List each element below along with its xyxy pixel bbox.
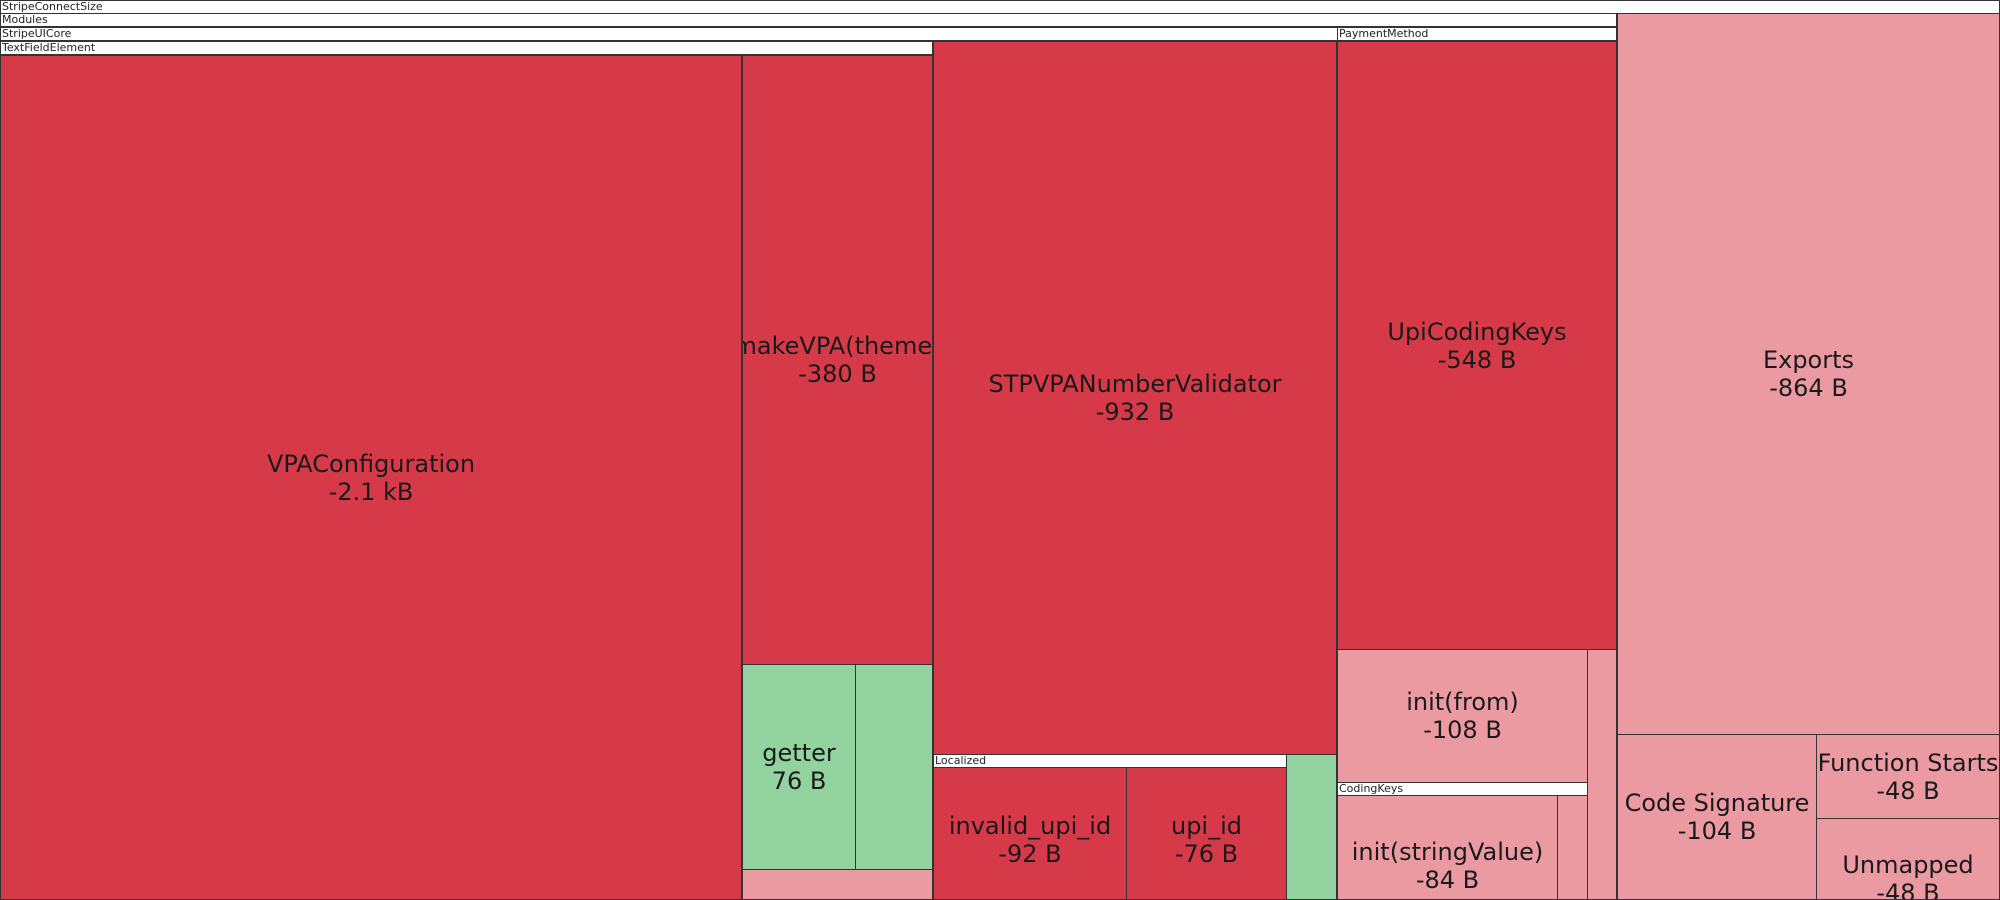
group-header-paymentmethod[interactable]: PaymentMethod <box>1337 27 1617 41</box>
cell-label: Exports <box>1762 346 1855 374</box>
cell-label: VPAConfiguration <box>266 449 476 478</box>
treemap-cell-makevpa-theme[interactable]: makeVPA(theme) -380 B <box>742 55 933 665</box>
cell-value: -84 B <box>1415 865 1480 894</box>
treemap-cell-unlabeled-8[interactable] <box>1286 754 1337 900</box>
cell-value: -48 B <box>1876 776 1940 805</box>
cell-label: Unmapped <box>1842 851 1974 879</box>
cell-label: Code Signature <box>1624 789 1810 817</box>
treemap-cell-upi-id[interactable]: upi_id -76 B <box>1126 767 1287 900</box>
cell-label: UpiCodingKeys <box>1387 317 1567 346</box>
treemap-cell-function-starts[interactable]: Function Starts -48 B <box>1816 734 2000 819</box>
group-header-stripeconnectsize[interactable]: StripeConnectSize <box>0 0 2000 14</box>
treemap-cell-getter[interactable]: getter 76 B <box>742 664 856 870</box>
cell-value: -548 B <box>1437 345 1517 374</box>
cell-label: makeVPA(theme) <box>742 332 933 360</box>
cell-value: -864 B <box>1769 374 1848 402</box>
treemap-cell-unlabeled-13[interactable] <box>1587 649 1617 900</box>
cell-value: -2.1 kB <box>328 477 414 506</box>
cell-label: STPVPANumberValidator <box>988 370 1282 398</box>
treemap-cell-stpvpanumbervalidator[interactable]: STPVPANumberValidator -932 B <box>933 41 1337 755</box>
group-header-localized[interactable]: Localized <box>933 754 1287 768</box>
cell-value: -92 B <box>998 839 1062 868</box>
cell-label: upi_id <box>1170 811 1242 840</box>
cell-value: 76 B <box>771 767 827 795</box>
group-header-modules[interactable]: Modules <box>0 13 1617 27</box>
group-header-codingkeys[interactable]: CodingKeys <box>1337 782 1588 796</box>
treemap-cell-init-stringvalue[interactable]: init(stringValue) -84 B <box>1337 795 1558 900</box>
treemap-cell-unlabeled-12[interactable] <box>1557 795 1588 900</box>
cell-value: -76 B <box>1174 839 1239 868</box>
treemap-cell-vpaconfiguration[interactable]: VPAConfiguration -2.1 kB <box>0 55 742 900</box>
cell-value: -380 B <box>798 360 877 388</box>
treemap-cell-unlabeled-4[interactable] <box>742 869 933 900</box>
cell-value: -104 B <box>1677 817 1757 845</box>
cell-value: -48 B <box>1876 879 1940 900</box>
treemap-cell-init-from[interactable]: init(from) -108 B <box>1337 649 1588 783</box>
cell-label: getter <box>762 739 836 767</box>
treemap-cell-code-signature[interactable]: Code Signature -104 B <box>1617 734 1817 900</box>
cell-value: -108 B <box>1423 716 1502 744</box>
treemap-cell-invalid-upi-id[interactable]: invalid_upi_id -92 B <box>933 767 1127 900</box>
treemap-cell-exports[interactable]: Exports -864 B <box>1617 13 2000 735</box>
cell-label: init(stringValue) <box>1351 837 1544 866</box>
treemap-cell-upicodingkeys[interactable]: UpiCodingKeys -548 B <box>1337 41 1617 650</box>
group-header-textfieldelement[interactable]: TextFieldElement <box>0 41 933 55</box>
cell-label: Function Starts <box>1817 748 1999 777</box>
cell-label: invalid_upi_id <box>948 811 1112 840</box>
cell-label: init(from) <box>1406 688 1519 716</box>
treemap-cell-unlabeled-3[interactable] <box>855 664 933 870</box>
cell-value: -932 B <box>1095 398 1175 426</box>
treemap-cell-unmapped[interactable]: Unmapped -48 B <box>1816 818 2000 900</box>
